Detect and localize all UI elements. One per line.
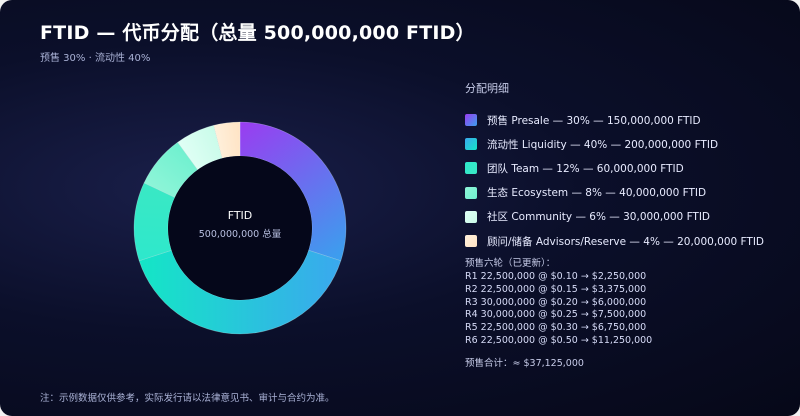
presale-rounds-list: R1 22,500,000 @ $0.10 → $2,250,000 R2 22… [465,271,652,348]
legend-item-advisors: 顾问/储备 Advisors/Reserve — 4% — 20,000,000… [465,229,764,253]
legend-swatch-liquidity [465,138,477,151]
legend-label-ecosystem: 生态 Ecosystem — 8% — 40,000,000 FTID [487,187,707,200]
legend-swatch-presale [465,114,477,127]
donut-center-label: FTID [228,209,253,222]
legend: 预售 Presale — 30% — 150,000,000 FTID 流动性 … [465,108,764,253]
legend-label-advisors: 顾问/储备 Advisors/Reserve — 4% — 20,000,000… [487,235,765,248]
legend-swatch-advisors [465,235,477,248]
presale-rounds-title: 预售六轮（已更新）： [465,258,556,269]
legend-item-team: 团队 Team — 12% — 60,000,000 FTID [465,156,764,180]
donut-center-sublabel: 500,000,000 总量 [199,228,282,240]
presale-round: R4 30,000,000 @ $0.25 → $7,500,000 [465,309,647,321]
legend-title: 分配明细 [465,82,509,95]
legend-swatch-ecosystem [465,186,477,199]
legend-swatch-community [465,210,477,223]
presale-round: R6 22,500,000 @ $0.50 → $11,250,000 [465,334,653,346]
legend-label-community: 社区 Community — 6% — 30,000,000 FTID [487,211,711,224]
presale-total: 预售合计：≈ $37,125,000 [465,358,584,369]
legend-label-team: 团队 Team — 12% — 60,000,000 FTID [487,162,684,175]
legend-item-community: 社区 Community — 6% — 30,000,000 FTID [465,205,764,229]
chart-title: FTID — 代币分配（总量 500,000,000 FTID） [40,22,475,44]
presale-round: R1 22,500,000 @ $0.10 → $2,250,000 [465,271,647,282]
footnote: 注：示例数据仅供参考，实际发行请以法律意见书、审计与合约为准。 [40,393,335,404]
presale-round: R5 22,500,000 @ $0.30 → $6,750,000 [465,322,647,334]
legend-item-presale: 预售 Presale — 30% — 150,000,000 FTID [465,108,764,132]
legend-swatch-team [465,162,477,175]
presale-round: R2 22,500,000 @ $0.15 → $3,375,000 [465,283,647,295]
legend-item-ecosystem: 生态 Ecosystem — 8% — 40,000,000 FTID [465,181,764,205]
legend-label-liquidity: 流动性 Liquidity — 40% — 200,000,000 FTID [487,138,719,151]
donut-hole [168,156,312,300]
legend-item-liquidity: 流动性 Liquidity — 40% — 200,000,000 FTID [465,132,764,156]
chart-subtitle: 预售 30% · 流动性 40% [40,53,151,64]
presale-round: R3 30,000,000 @ $0.20 → $6,000,000 [465,296,647,308]
legend-label-presale: 预售 Presale — 30% — 150,000,000 FTID [487,114,701,127]
donut-chart: FTID 500,000,000 总量 [133,121,347,335]
